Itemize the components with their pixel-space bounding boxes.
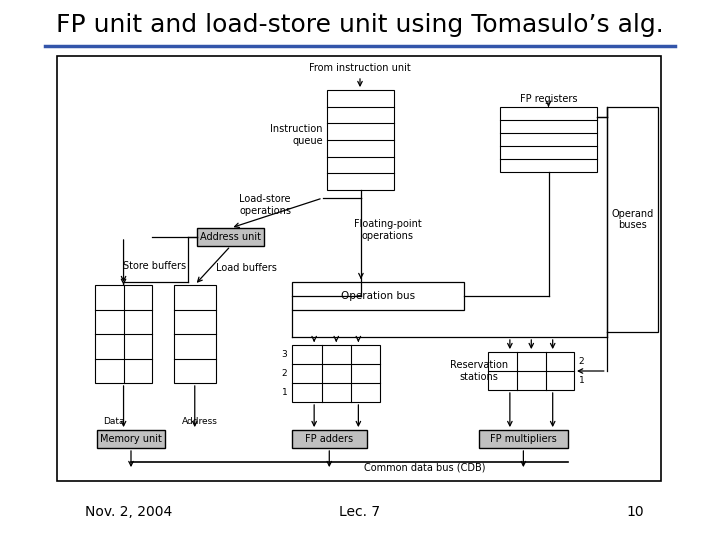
Bar <box>328 90 395 190</box>
Text: 1: 1 <box>579 376 585 385</box>
Bar <box>176 288 218 386</box>
Bar <box>488 352 574 390</box>
Text: Operand
buses: Operand buses <box>611 208 654 230</box>
Bar <box>197 228 264 246</box>
Text: Reservation
stations: Reservation stations <box>450 360 508 382</box>
Bar <box>479 430 567 448</box>
Text: Floating-point
operations: Floating-point operations <box>354 219 422 241</box>
Text: Address: Address <box>181 417 217 427</box>
Text: From instruction unit: From instruction unit <box>309 63 411 73</box>
Text: Store buffers: Store buffers <box>122 261 186 271</box>
Text: Lec. 7: Lec. 7 <box>339 505 381 519</box>
Bar <box>503 111 601 176</box>
Bar <box>174 285 216 383</box>
Text: Common data bus (CDB): Common data bus (CDB) <box>364 462 486 472</box>
Bar <box>331 94 398 194</box>
Text: Operation bus: Operation bus <box>341 291 415 301</box>
Text: Memory unit: Memory unit <box>100 434 162 444</box>
Text: 10: 10 <box>626 505 644 519</box>
Text: FP unit and load-store unit using Tomasulo’s alg.: FP unit and load-store unit using Tomasu… <box>56 13 664 37</box>
Text: FP adders: FP adders <box>305 434 354 444</box>
Text: 1: 1 <box>282 388 287 397</box>
Bar <box>201 232 268 250</box>
Bar <box>294 348 383 405</box>
Bar <box>491 355 577 393</box>
Bar <box>58 56 661 481</box>
Bar <box>97 288 156 386</box>
Bar <box>483 434 571 452</box>
Text: Load buffers: Load buffers <box>216 263 276 273</box>
Text: Data: Data <box>104 417 125 427</box>
Bar <box>292 430 366 448</box>
Text: Instruction
queue: Instruction queue <box>270 124 323 146</box>
Bar <box>102 434 168 452</box>
Text: FP multipliers: FP multipliers <box>490 434 557 444</box>
Bar <box>292 345 380 402</box>
Text: FP registers: FP registers <box>520 94 577 104</box>
Text: 3: 3 <box>282 350 287 359</box>
Bar <box>97 430 164 448</box>
Text: Load-store
operations: Load-store operations <box>239 194 291 216</box>
Text: Nov. 2, 2004: Nov. 2, 2004 <box>86 505 173 519</box>
Bar <box>607 107 658 332</box>
Text: Address unit: Address unit <box>200 232 261 242</box>
Text: 2: 2 <box>579 357 585 366</box>
Text: 2: 2 <box>282 369 287 378</box>
Bar <box>292 282 464 310</box>
Bar <box>500 107 598 172</box>
Bar <box>296 434 370 452</box>
Bar <box>95 285 153 383</box>
